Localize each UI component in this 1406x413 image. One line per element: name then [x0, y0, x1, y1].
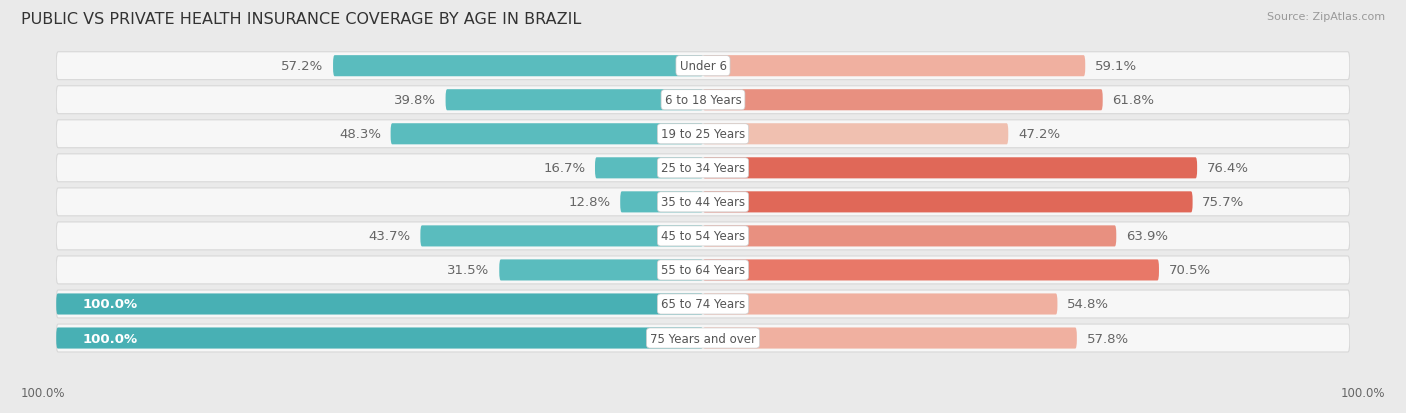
FancyBboxPatch shape — [56, 256, 1350, 284]
FancyBboxPatch shape — [56, 223, 1350, 250]
Text: PUBLIC VS PRIVATE HEALTH INSURANCE COVERAGE BY AGE IN BRAZIL: PUBLIC VS PRIVATE HEALTH INSURANCE COVER… — [21, 12, 581, 27]
Text: 63.9%: 63.9% — [1126, 230, 1168, 243]
Text: 100.0%: 100.0% — [82, 298, 138, 311]
FancyBboxPatch shape — [56, 328, 703, 349]
Text: 25 to 34 Years: 25 to 34 Years — [661, 162, 745, 175]
Text: 57.8%: 57.8% — [1087, 332, 1129, 345]
FancyBboxPatch shape — [499, 260, 703, 281]
Text: 100.0%: 100.0% — [82, 332, 138, 345]
FancyBboxPatch shape — [703, 192, 1192, 213]
FancyBboxPatch shape — [56, 121, 1350, 148]
FancyBboxPatch shape — [703, 56, 1085, 77]
FancyBboxPatch shape — [703, 328, 1077, 349]
FancyBboxPatch shape — [703, 226, 1116, 247]
Text: 100.0%: 100.0% — [21, 386, 66, 399]
FancyBboxPatch shape — [56, 324, 1350, 352]
FancyBboxPatch shape — [703, 260, 1159, 281]
Text: 55 to 64 Years: 55 to 64 Years — [661, 264, 745, 277]
Text: Under 6: Under 6 — [679, 60, 727, 73]
Text: Source: ZipAtlas.com: Source: ZipAtlas.com — [1267, 12, 1385, 22]
FancyBboxPatch shape — [56, 87, 1350, 114]
Text: 19 to 25 Years: 19 to 25 Years — [661, 128, 745, 141]
Text: 59.1%: 59.1% — [1095, 60, 1137, 73]
FancyBboxPatch shape — [420, 226, 703, 247]
FancyBboxPatch shape — [703, 124, 1008, 145]
FancyBboxPatch shape — [56, 294, 703, 315]
Text: 70.5%: 70.5% — [1168, 264, 1211, 277]
Text: 54.8%: 54.8% — [1067, 298, 1109, 311]
Text: 65 to 74 Years: 65 to 74 Years — [661, 298, 745, 311]
FancyBboxPatch shape — [333, 56, 703, 77]
Text: 48.3%: 48.3% — [339, 128, 381, 141]
Text: 43.7%: 43.7% — [368, 230, 411, 243]
Text: 57.2%: 57.2% — [281, 60, 323, 73]
Text: 75.7%: 75.7% — [1202, 196, 1244, 209]
FancyBboxPatch shape — [56, 290, 1350, 318]
FancyBboxPatch shape — [620, 192, 703, 213]
Text: 45 to 54 Years: 45 to 54 Years — [661, 230, 745, 243]
Text: 35 to 44 Years: 35 to 44 Years — [661, 196, 745, 209]
FancyBboxPatch shape — [56, 154, 1350, 182]
Text: 6 to 18 Years: 6 to 18 Years — [665, 94, 741, 107]
FancyBboxPatch shape — [391, 124, 703, 145]
FancyBboxPatch shape — [446, 90, 703, 111]
FancyBboxPatch shape — [703, 158, 1197, 179]
FancyBboxPatch shape — [595, 158, 703, 179]
Text: 39.8%: 39.8% — [394, 94, 436, 107]
FancyBboxPatch shape — [703, 294, 1057, 315]
Text: 75 Years and over: 75 Years and over — [650, 332, 756, 345]
Text: 16.7%: 16.7% — [543, 162, 585, 175]
FancyBboxPatch shape — [56, 52, 1350, 81]
FancyBboxPatch shape — [56, 188, 1350, 216]
Text: 47.2%: 47.2% — [1018, 128, 1060, 141]
FancyBboxPatch shape — [703, 90, 1102, 111]
Text: 31.5%: 31.5% — [447, 264, 489, 277]
Text: 61.8%: 61.8% — [1112, 94, 1154, 107]
Text: 76.4%: 76.4% — [1206, 162, 1249, 175]
Text: 12.8%: 12.8% — [568, 196, 610, 209]
Text: 100.0%: 100.0% — [1340, 386, 1385, 399]
